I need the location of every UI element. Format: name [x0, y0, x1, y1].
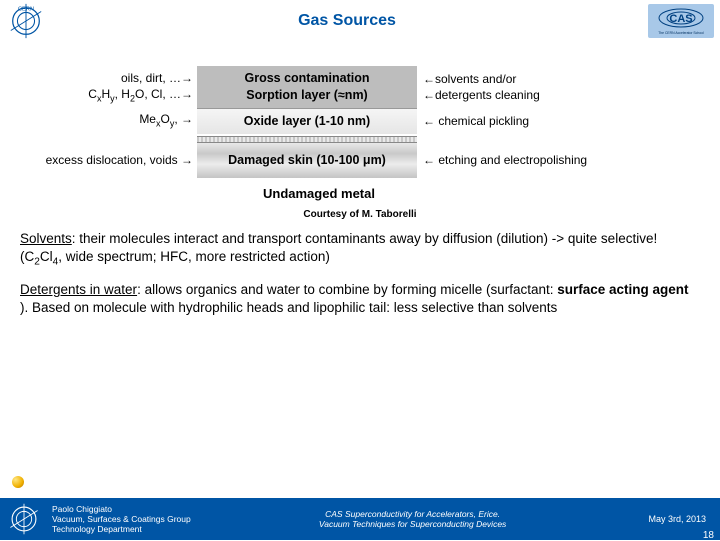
- surface-layers-diagram: oils, dirt, …→ CxHy, H2O, Cl, …→ Gross c…: [0, 66, 720, 220]
- treat-solvents: ←solvents and/or: [423, 71, 708, 87]
- layer-box-damaged: Damaged skin (10-100 μm): [197, 142, 417, 178]
- layer-row-damaged: excess dislocation, voids → Damaged skin…: [12, 142, 708, 178]
- footer-dept: Technology Department: [52, 524, 191, 534]
- label-oils: oils, dirt, …→: [12, 70, 193, 86]
- svg-text:CAS: CAS: [669, 13, 692, 25]
- footer-author: Paolo Chiggiato: [52, 504, 191, 514]
- left-label-oxide: MexOy, →: [12, 111, 197, 130]
- layer-box-contamination: Gross contamination Sorption layer (≈nm): [197, 66, 417, 108]
- right-label-etching: ← etching and electropolishing: [417, 152, 708, 168]
- right-label-solvents: ←solvents and/or ←detergents cleaning: [417, 71, 708, 103]
- courtesy-line: Courtesy of M. Taborelli: [12, 209, 708, 220]
- layer-row-oxide: MexOy, → Oxide layer (1-10 nm) ← chemica…: [12, 108, 708, 134]
- orange-dot-icon: [12, 476, 24, 488]
- cern-logo-footer: [6, 502, 42, 536]
- footer-event: CAS Superconductivity for Accelerators, …: [191, 509, 635, 529]
- paragraph-detergents: Detergents in water: allows organics and…: [20, 281, 700, 317]
- footer-author-block: Paolo Chiggiato Vacuum, Surfaces & Coati…: [48, 504, 191, 535]
- paragraph-solvents: Solvents: their molecules interact and t…: [20, 230, 700, 270]
- cas-logo: CAS The CERN Accelerator School: [648, 4, 714, 38]
- header: CERN Gas Sources CAS The CERN Accelerato…: [0, 0, 720, 42]
- cern-logo: CERN: [6, 2, 46, 40]
- svg-text:The CERN Accelerator School: The CERN Accelerator School: [658, 31, 704, 35]
- undamaged-metal-label: Undamaged metal: [209, 186, 429, 201]
- layer-title-1b: Sorption layer (≈nm): [199, 87, 415, 104]
- left-label-contamination: oils, dirt, …→ CxHy, H2O, Cl, …→: [12, 70, 197, 105]
- footer-group: Vacuum, Surfaces & Coatings Group: [52, 514, 191, 524]
- layer-box-oxide: Oxide layer (1-10 nm): [197, 108, 417, 134]
- treat-detergents: ←detergents cleaning: [423, 87, 708, 103]
- layer-title-1a: Gross contamination: [199, 70, 415, 87]
- footer-event-2: Vacuum Techniques for Superconducting De…: [191, 519, 635, 529]
- page-title: Gas Sources: [46, 12, 648, 30]
- layer-row-contamination: oils, dirt, …→ CxHy, H2O, Cl, …→ Gross c…: [12, 66, 708, 108]
- right-label-pickling: ← chemical pickling: [417, 113, 708, 129]
- footer-bar: Paolo Chiggiato Vacuum, Surfaces & Coati…: [0, 498, 720, 540]
- footer-date: May 3rd, 2013: [634, 514, 720, 524]
- left-label-dislocation: excess dislocation, voids →: [12, 152, 197, 168]
- body-text: Solvents: their molecules interact and t…: [0, 220, 720, 318]
- page-number: 18: [703, 530, 714, 541]
- label-cxhy: CxHy, H2O, Cl, …→: [12, 86, 193, 105]
- footer-event-1: CAS Superconductivity for Accelerators, …: [191, 509, 635, 519]
- svg-text:CERN: CERN: [18, 7, 34, 13]
